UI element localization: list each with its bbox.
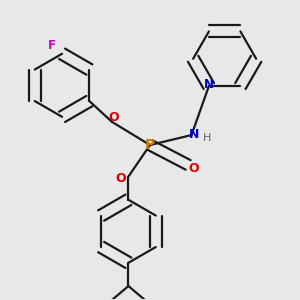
Text: F: F (48, 39, 56, 52)
Text: O: O (116, 172, 126, 185)
Text: N: N (204, 78, 214, 91)
Text: N: N (189, 128, 199, 141)
Text: H: H (203, 134, 212, 143)
Text: O: O (189, 162, 200, 175)
Text: O: O (108, 111, 119, 124)
Text: P: P (145, 138, 155, 152)
